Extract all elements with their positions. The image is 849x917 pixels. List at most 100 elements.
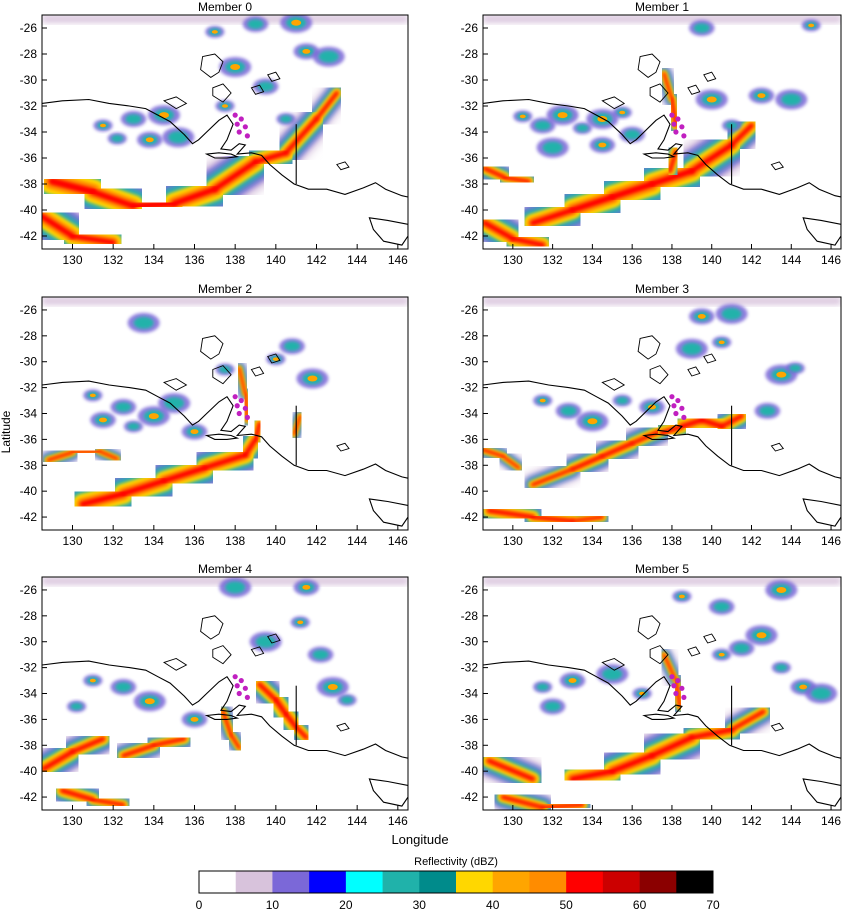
convective-cell-peak: [100, 123, 106, 128]
rain-band-1-segment: [541, 803, 584, 809]
y-tick-label: -32: [461, 381, 479, 395]
station-marker: [675, 397, 681, 404]
y-tick-label: -32: [20, 99, 38, 113]
rain-band-0-segment: [243, 437, 258, 457]
rain-band-0-segment: [48, 177, 97, 196]
x-tick-label: 146: [821, 814, 841, 828]
convective-cell-peak: [99, 417, 107, 423]
convective-cell-peak: [756, 632, 767, 639]
y-tick-label: -34: [461, 125, 479, 139]
x-tick-label: 134: [582, 814, 602, 828]
x-tick-label: 134: [582, 253, 602, 267]
colorbar-bin: [419, 871, 457, 893]
rain-band-2-segment: [699, 417, 724, 429]
convective-cell-core: [811, 687, 832, 700]
rain-band-1-segment: [42, 213, 76, 239]
rain-band-1-segment: [663, 72, 673, 101]
map-background: [42, 577, 408, 810]
x-tick-label: 146: [388, 534, 408, 548]
x-tick-label: 146: [388, 253, 408, 267]
convective-cell-core: [775, 664, 788, 672]
y-tick-label: -36: [461, 151, 479, 165]
lake-outline: [200, 335, 224, 360]
colorbar-bin: [566, 871, 604, 893]
x-axis-label: Longitude: [391, 832, 448, 847]
x-tick-label: 132: [103, 253, 123, 267]
rain-band-3-segment: [257, 682, 278, 702]
convective-cell-core: [781, 93, 802, 106]
convective-cell-core: [602, 668, 623, 681]
convective-cell-peak: [799, 684, 808, 690]
station-marker: [232, 674, 238, 680]
convective-cell-peak: [211, 30, 218, 34]
convective-cell-peak: [291, 19, 302, 26]
y-tick-label: -34: [20, 125, 38, 139]
convective-cell-peak: [808, 23, 815, 28]
convective-cell-core: [544, 701, 561, 712]
lake-outline: [770, 722, 785, 732]
rain-band-0-segment: [689, 142, 735, 174]
rain-band-2-segment: [660, 424, 684, 435]
colorbar-bin: [235, 871, 273, 893]
colorbar-bin: [602, 871, 640, 893]
coastline-layer: [483, 615, 841, 807]
convective-cell-peak: [190, 716, 199, 722]
lake-outline: [637, 335, 661, 360]
reflectivity-field: [42, 577, 408, 810]
x-tick-label: 138: [662, 253, 682, 267]
panel-title: Member 5: [635, 562, 689, 576]
station-marker: [232, 394, 238, 400]
lake-outline: [703, 633, 717, 644]
x-tick-label: 142: [741, 814, 761, 828]
coastline-layer: [42, 335, 408, 527]
lake-outline: [250, 366, 265, 377]
rain-band-2-segment: [152, 737, 186, 747]
rain-band-2-segment: [121, 743, 156, 758]
lake-outline: [336, 442, 350, 452]
x-tick-label: 136: [184, 253, 204, 267]
rain-band-0-segment: [253, 422, 262, 441]
rain-band-1-segment: [668, 150, 678, 173]
panel-title: Member 4: [198, 562, 252, 576]
convective-cell-peak: [222, 104, 228, 108]
convective-cell-core: [624, 129, 641, 140]
y-tick-label: -26: [20, 583, 38, 597]
colorbar-bin: [492, 871, 530, 893]
rain-band-0-segment: [253, 150, 289, 165]
y-tick-label: -40: [20, 484, 38, 498]
rain-band-0-segment: [120, 478, 167, 497]
y-tick-label: -28: [461, 609, 479, 623]
convective-cell-core: [312, 649, 329, 660]
x-tick-label: 130: [62, 814, 82, 828]
station-marker: [675, 116, 681, 122]
lake-outline: [601, 96, 626, 110]
rain-band-0-segment: [284, 117, 319, 155]
lake-outline: [267, 633, 281, 644]
colorbar-tick-label: 20: [339, 898, 353, 912]
edge-echo: [483, 577, 841, 585]
y-tick-label: -32: [20, 381, 38, 395]
lake-outline: [250, 646, 265, 657]
coastline-layer: [42, 615, 408, 807]
lake-outline: [649, 365, 669, 385]
convective-cell-core: [284, 341, 301, 351]
rain-band-1-segment: [60, 788, 95, 802]
tasmania-coastline: [802, 498, 841, 527]
convective-cell-peak: [297, 620, 304, 625]
colorbar-bin: [272, 871, 310, 893]
x-tick-label: 138: [225, 253, 245, 267]
rain-band-0-segment: [609, 753, 655, 774]
station-marker: [669, 674, 675, 680]
rain-band-0-segment: [315, 91, 339, 121]
rain-band-0-segment: [729, 123, 754, 147]
convective-cell-peak: [302, 49, 311, 54]
x-tick-label: 138: [662, 534, 682, 548]
x-tick-label: 142: [306, 534, 326, 548]
rain-band-2-segment: [679, 417, 704, 429]
rain-band-0-segment: [689, 727, 734, 740]
colorbar-bin: [639, 871, 677, 893]
x-tick-label: 130: [62, 253, 82, 267]
rain-band-3-segment: [502, 455, 520, 469]
convective-cell-peak: [302, 584, 311, 590]
colorbar-bin: [309, 871, 347, 893]
